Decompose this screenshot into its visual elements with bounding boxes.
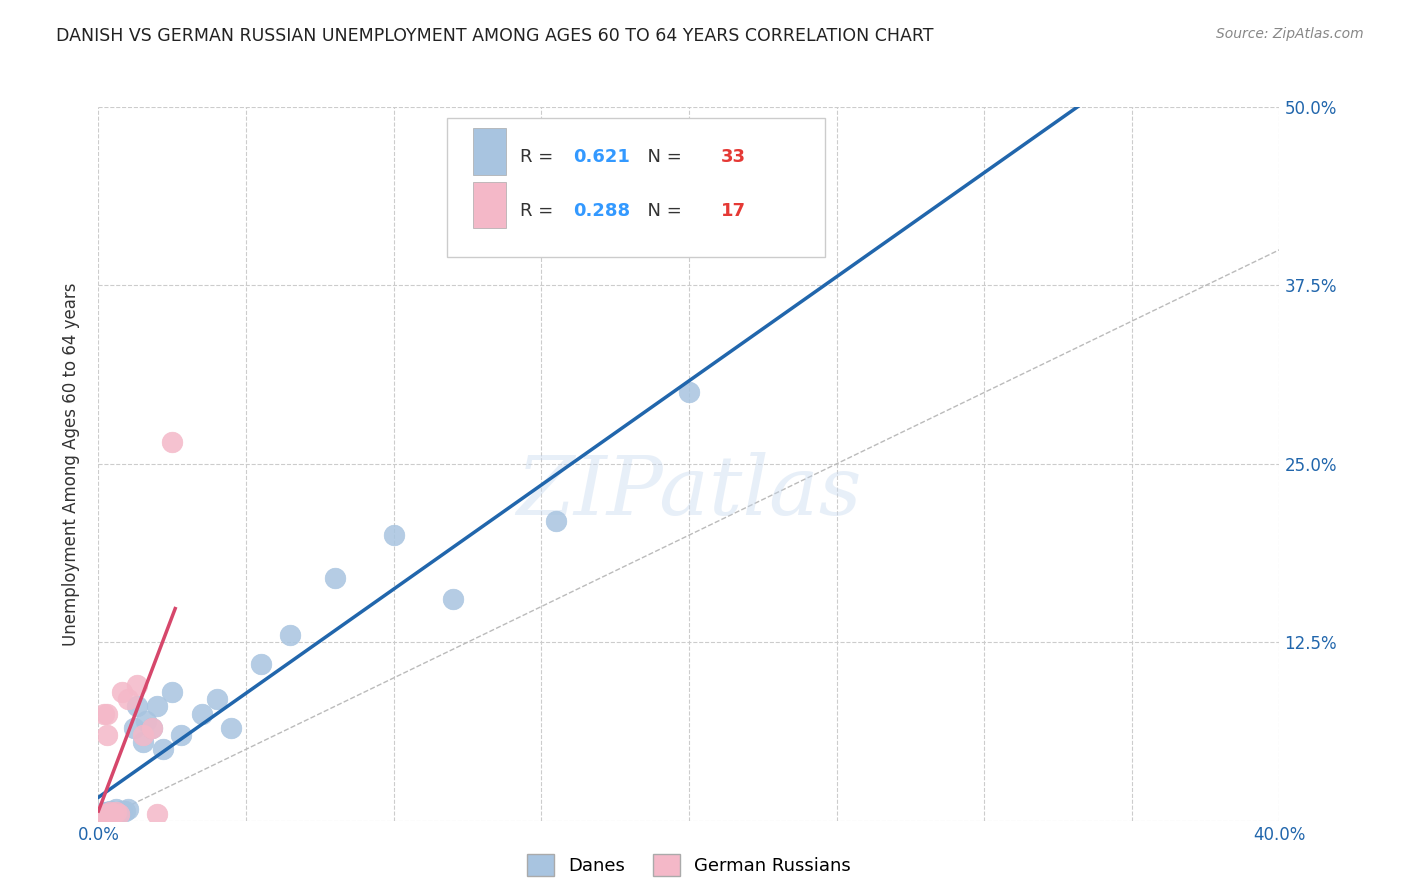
Point xyxy=(132,728,155,742)
Point xyxy=(132,735,155,749)
FancyBboxPatch shape xyxy=(447,118,825,257)
Point xyxy=(93,808,115,822)
Point xyxy=(219,721,242,735)
Point xyxy=(98,804,121,818)
Point xyxy=(93,706,115,721)
Point xyxy=(146,806,169,821)
Point xyxy=(96,728,118,742)
Point xyxy=(96,706,118,721)
Point xyxy=(105,806,128,821)
Point xyxy=(111,804,134,818)
Point xyxy=(117,692,139,706)
Text: ZIPatlas: ZIPatlas xyxy=(516,452,862,533)
Point xyxy=(205,692,228,706)
Point xyxy=(135,714,157,728)
Point xyxy=(90,808,112,822)
Point xyxy=(170,728,193,742)
Point xyxy=(382,528,405,542)
Point xyxy=(98,808,121,822)
Point xyxy=(191,706,214,721)
Point xyxy=(98,806,121,821)
Point xyxy=(125,699,148,714)
Point xyxy=(103,806,125,821)
Text: 33: 33 xyxy=(721,148,745,166)
Point xyxy=(105,802,128,816)
Point xyxy=(108,806,131,821)
Text: Source: ZipAtlas.com: Source: ZipAtlas.com xyxy=(1216,27,1364,41)
Point xyxy=(93,806,115,821)
Point xyxy=(96,808,118,822)
Point xyxy=(93,805,115,819)
Text: N =: N = xyxy=(636,202,688,219)
Point xyxy=(105,805,128,819)
Point xyxy=(250,657,273,671)
Point xyxy=(117,802,139,816)
Point xyxy=(152,742,174,756)
Point xyxy=(98,806,121,821)
Point xyxy=(103,805,125,819)
Point xyxy=(146,699,169,714)
Point xyxy=(98,805,121,819)
Point xyxy=(678,385,700,400)
Point xyxy=(96,805,118,819)
Point xyxy=(114,804,136,818)
Point xyxy=(125,678,148,692)
Legend: Danes, German Russians: Danes, German Russians xyxy=(520,847,858,883)
FancyBboxPatch shape xyxy=(472,182,506,228)
Point xyxy=(111,685,134,699)
Text: 17: 17 xyxy=(721,202,745,219)
Text: R =: R = xyxy=(520,148,560,166)
Text: R =: R = xyxy=(520,202,560,219)
Point xyxy=(278,628,302,642)
Text: 0.621: 0.621 xyxy=(574,148,630,166)
Point xyxy=(122,721,145,735)
FancyBboxPatch shape xyxy=(472,128,506,175)
Point xyxy=(162,685,183,699)
Point xyxy=(323,571,346,585)
Text: DANISH VS GERMAN RUSSIAN UNEMPLOYMENT AMONG AGES 60 TO 64 YEARS CORRELATION CHAR: DANISH VS GERMAN RUSSIAN UNEMPLOYMENT AM… xyxy=(56,27,934,45)
Point xyxy=(108,805,131,819)
Y-axis label: Unemployment Among Ages 60 to 64 years: Unemployment Among Ages 60 to 64 years xyxy=(62,282,80,646)
Point xyxy=(441,592,464,607)
Text: 0.288: 0.288 xyxy=(574,202,630,219)
Point xyxy=(162,435,183,450)
Text: N =: N = xyxy=(636,148,688,166)
Point xyxy=(141,721,163,735)
Point xyxy=(141,721,163,735)
Point xyxy=(546,514,568,528)
